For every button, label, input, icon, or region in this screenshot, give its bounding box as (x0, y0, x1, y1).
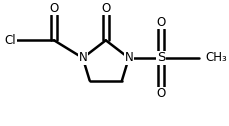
Text: N: N (78, 51, 87, 65)
Text: CH₃: CH₃ (205, 51, 227, 65)
Text: N: N (124, 51, 133, 65)
Text: S: S (156, 51, 164, 65)
Text: O: O (156, 87, 165, 100)
Text: Cl: Cl (5, 34, 16, 47)
Text: O: O (101, 2, 110, 15)
Text: O: O (49, 2, 58, 15)
Text: O: O (156, 15, 165, 29)
